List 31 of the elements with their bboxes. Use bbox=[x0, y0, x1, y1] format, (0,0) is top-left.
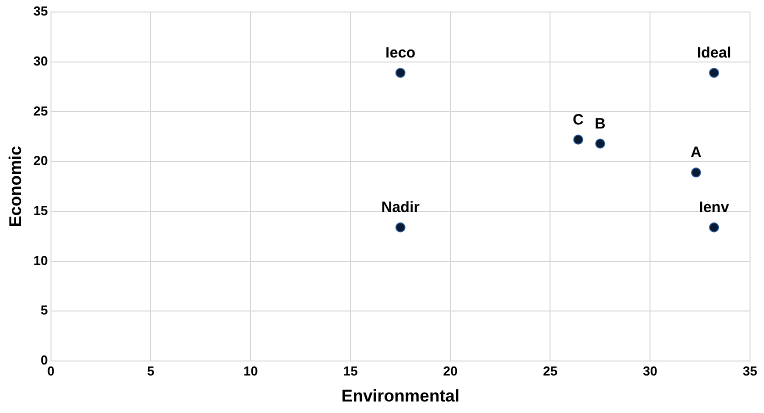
annotation: B bbox=[594, 115, 606, 132]
x-tick-label: 20 bbox=[443, 363, 458, 378]
y-tick-label: 0 bbox=[40, 352, 48, 368]
annotation: Nadir bbox=[381, 199, 420, 216]
x-tick-label: 15 bbox=[343, 363, 358, 378]
y-tick-label: 30 bbox=[33, 53, 48, 68]
annotation: Ideal bbox=[696, 44, 732, 62]
annotation: C bbox=[572, 111, 584, 128]
x-tick-label: 35 bbox=[742, 363, 758, 378]
point bbox=[395, 68, 406, 78]
y-tick-label: 20 bbox=[33, 153, 48, 168]
point bbox=[709, 222, 720, 232]
x-axis-title: Environmental bbox=[341, 386, 460, 406]
y-tick-label: 5 bbox=[40, 302, 48, 318]
point bbox=[709, 68, 720, 78]
x-tick-label: 5 bbox=[147, 363, 154, 378]
point bbox=[395, 222, 406, 232]
point bbox=[595, 138, 606, 149]
x-tick-label: 10 bbox=[243, 363, 258, 378]
y-tick-label: 25 bbox=[33, 103, 48, 118]
x-tick-label: 25 bbox=[543, 363, 558, 378]
annotation: Ieco bbox=[385, 44, 416, 62]
x-tick-label: 30 bbox=[642, 363, 658, 378]
y-tick-label: 15 bbox=[33, 203, 48, 218]
annotation: Ienv bbox=[699, 199, 730, 216]
y-tick-label: 35 bbox=[33, 4, 48, 19]
point bbox=[691, 168, 702, 178]
point bbox=[573, 134, 584, 145]
annotation: A bbox=[690, 144, 702, 162]
y-axis-title: Economic bbox=[6, 146, 25, 228]
y-tick-label: 10 bbox=[33, 252, 48, 268]
